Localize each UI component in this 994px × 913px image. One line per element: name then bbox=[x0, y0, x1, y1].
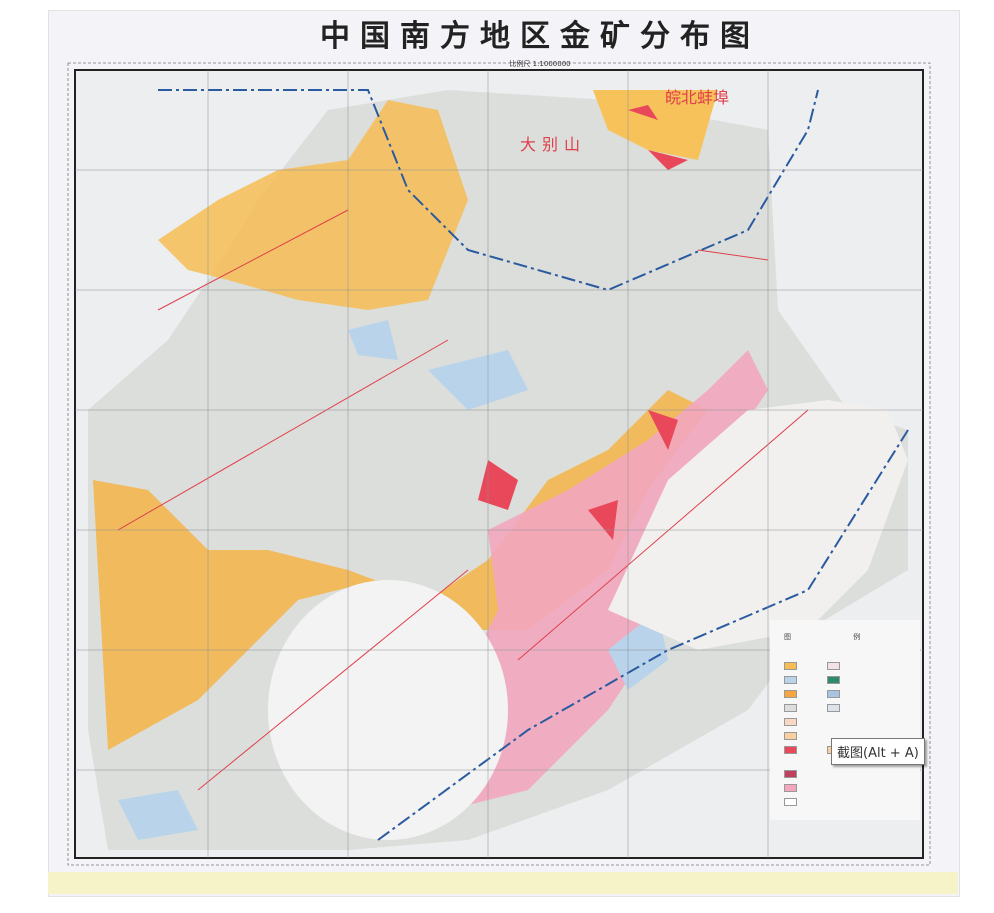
map-label: 皖北蚌埠 bbox=[665, 88, 730, 107]
map-canvas bbox=[67, 62, 931, 866]
legend-swatch bbox=[784, 732, 797, 740]
screenshot-tooltip: 截图(Alt + A) bbox=[831, 738, 925, 765]
map-outer-border bbox=[67, 62, 931, 866]
white-region bbox=[268, 580, 508, 840]
map-scale: 比例尺 1:1000000 bbox=[509, 60, 571, 68]
orange-region bbox=[93, 390, 708, 750]
orange-region bbox=[593, 90, 718, 160]
legend-swatch bbox=[784, 718, 797, 726]
pink-region bbox=[428, 350, 768, 810]
legend-title: 图 例 bbox=[784, 633, 891, 641]
fault-line bbox=[117, 209, 809, 791]
scan-margin bbox=[48, 872, 958, 894]
white-region bbox=[608, 400, 908, 650]
legend-swatch bbox=[784, 784, 797, 792]
legend: 图 例 bbox=[772, 632, 892, 812]
legend-swatch bbox=[784, 746, 797, 754]
legend-swatch bbox=[784, 798, 797, 806]
legend-swatch bbox=[784, 676, 797, 684]
legend-swatch bbox=[784, 704, 797, 712]
legend-swatch bbox=[827, 662, 840, 670]
red-region bbox=[628, 105, 688, 170]
orange-region bbox=[158, 100, 468, 310]
legend-swatch bbox=[784, 690, 797, 698]
boundary-line bbox=[158, 89, 819, 292]
map-title: 中国南方地区金矿分布图 bbox=[320, 19, 760, 54]
red-region bbox=[478, 410, 678, 540]
legend-swatch bbox=[827, 676, 840, 684]
map-label: 大别山 bbox=[520, 135, 587, 154]
legend-swatch bbox=[827, 704, 840, 712]
legend-swatch bbox=[784, 662, 797, 670]
legend-swatch bbox=[827, 690, 840, 698]
legend-swatch bbox=[784, 770, 797, 778]
boundary-line bbox=[377, 429, 909, 841]
